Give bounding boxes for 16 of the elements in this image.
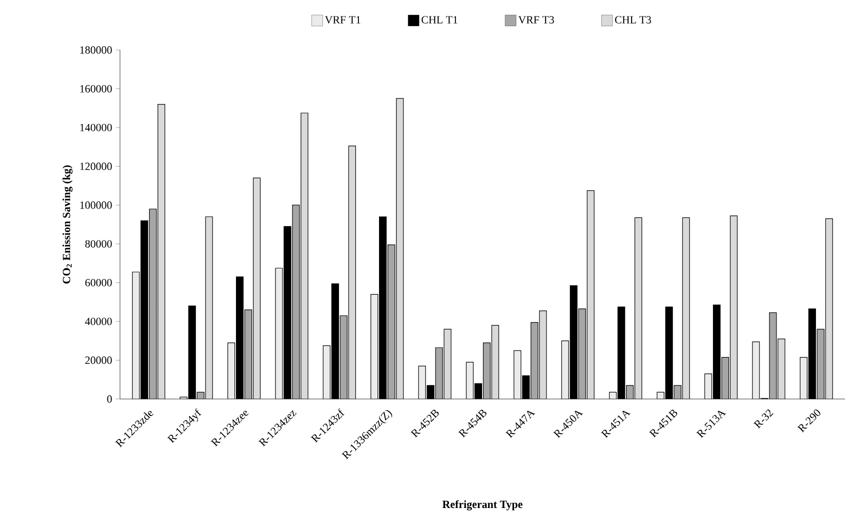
legend-label: CHL T1: [422, 16, 458, 24]
y-tick-label: 160000: [80, 85, 112, 92]
x-axis-title: Refrigerant Type: [442, 500, 522, 510]
y-tick-label: 180000: [80, 46, 112, 54]
y-tick-label: 60000: [85, 278, 112, 286]
y-tick-label: 0: [107, 395, 112, 403]
legend-label: VRF T1: [324, 16, 360, 24]
y-tick-label: 20000: [85, 356, 112, 364]
y-tick-label: 140000: [80, 124, 112, 132]
y-tick-label: 120000: [80, 162, 112, 170]
y-axis-title: CO$_{2}$ Enission Saving (kg): [62, 165, 73, 284]
y-tick-label: 40000: [85, 318, 112, 326]
legend-label: CHL T3: [615, 16, 652, 24]
y-tick-label: 80000: [85, 240, 112, 248]
y-tick-label: 100000: [80, 201, 112, 209]
legend-label: VRF T3: [518, 16, 554, 24]
